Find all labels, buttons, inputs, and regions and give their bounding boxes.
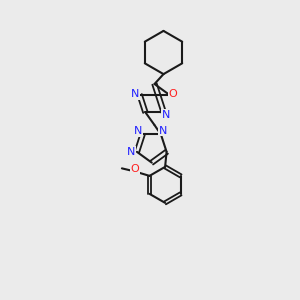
Text: N: N (134, 126, 142, 136)
Text: N: N (127, 147, 135, 157)
Text: N: N (162, 110, 170, 120)
Text: O: O (169, 88, 178, 99)
Text: N: N (159, 125, 167, 136)
Text: N: N (131, 89, 140, 99)
Text: O: O (131, 164, 140, 174)
